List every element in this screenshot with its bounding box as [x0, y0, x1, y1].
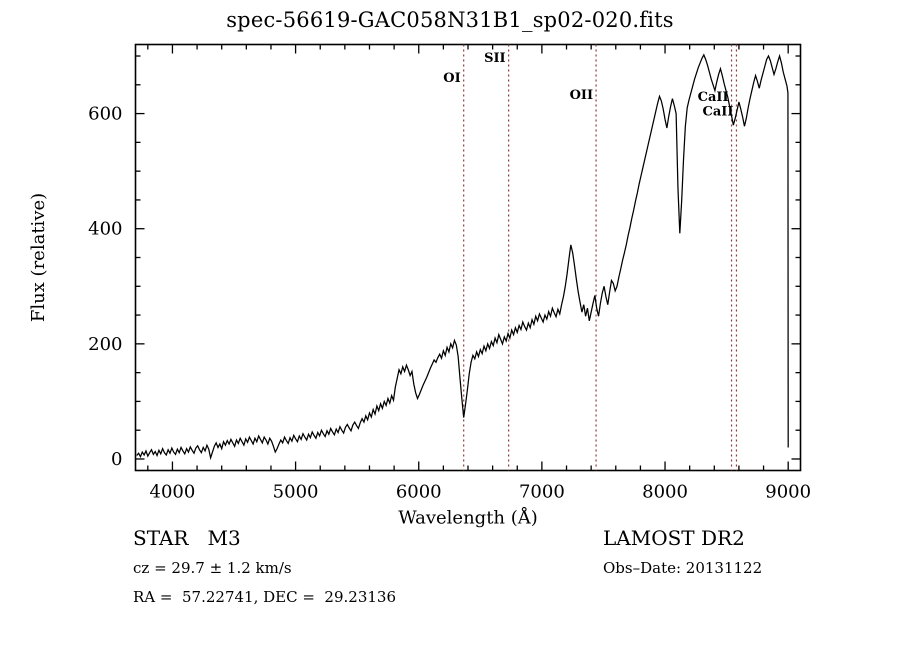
- survey-name-line: LAMOST DR2: [603, 526, 745, 550]
- x-axis-title: Wavelength (Å): [398, 507, 538, 529]
- x-tick-label: 6000: [396, 482, 442, 503]
- spectral-line-label: CaII: [698, 90, 729, 105]
- spectral-line-label: SII: [484, 51, 506, 66]
- footer-right-column: LAMOST DR2 Obs–Date: 20131122: [603, 528, 762, 590]
- obs-date-line: Obs–Date: 20131122: [603, 559, 763, 577]
- coordinates-line: RA = 57.22741, DEC = 29.23136: [133, 588, 397, 606]
- redshift-velocity-line: cz = 29.7 ± 1.2 km/s: [133, 559, 292, 577]
- footer-left-column: STAR M3 cz = 29.7 ± 1.2 km/s RA = 57.227…: [133, 528, 396, 619]
- x-tick-label: 4000: [150, 482, 196, 503]
- x-tick-label: 7000: [519, 482, 565, 503]
- x-tick-label: 8000: [642, 482, 688, 503]
- y-tick-label: 600: [88, 104, 122, 125]
- x-tick-label: 9000: [765, 482, 811, 503]
- spectral-line-label: OII: [570, 88, 594, 103]
- page-title: spec-56619-GAC058N31B1_sp02-020.fits: [226, 8, 674, 32]
- x-tick-label: 5000: [273, 482, 319, 503]
- y-tick-label: 200: [88, 334, 122, 355]
- footer-info: STAR M3 cz = 29.7 ± 1.2 km/s RA = 57.227…: [0, 528, 900, 649]
- spectral-line-label: CaII: [703, 104, 734, 119]
- y-axis-title: Flux (relative): [28, 193, 49, 322]
- star-type-line: STAR M3: [133, 526, 241, 550]
- y-tick-label: 0: [111, 449, 122, 470]
- spectrum-trace: [136, 53, 789, 461]
- y-tick-label: 400: [88, 219, 122, 240]
- spectral-line-label: OI: [443, 71, 460, 86]
